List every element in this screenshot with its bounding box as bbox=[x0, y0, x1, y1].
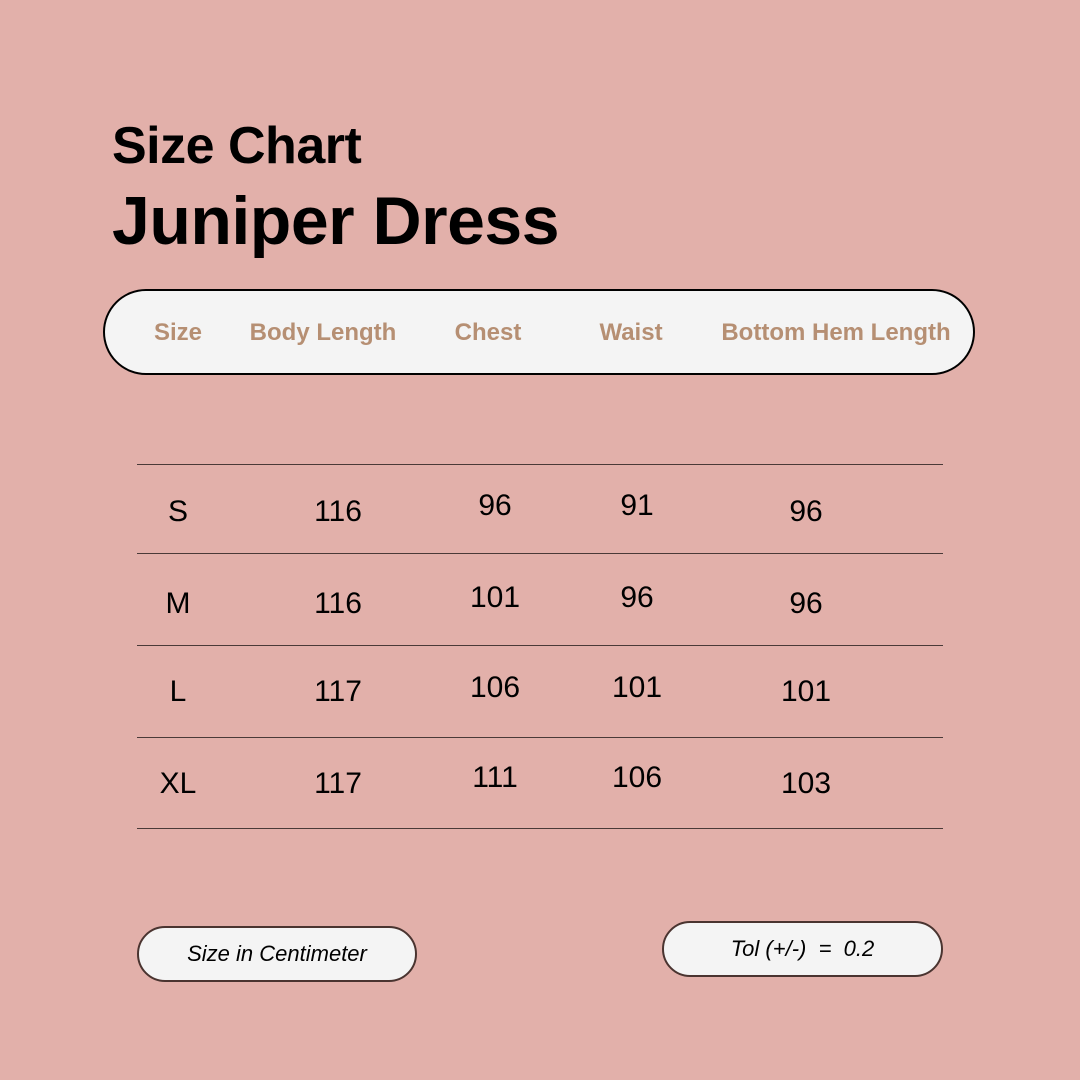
table-cell: 117 bbox=[314, 675, 362, 708]
table-cell: M bbox=[165, 587, 191, 620]
table-cell: 111 bbox=[472, 761, 518, 794]
table-cell: 116 bbox=[314, 495, 362, 528]
column-header: Waist bbox=[599, 319, 663, 346]
table-cell: 116 bbox=[314, 587, 362, 620]
chart-title: Size Chart bbox=[112, 117, 362, 175]
table-cell: S bbox=[167, 495, 189, 528]
row-divider bbox=[137, 464, 943, 465]
column-header: Body Length bbox=[249, 319, 397, 346]
table-cell: 96 bbox=[620, 581, 654, 614]
table-cell: 103 bbox=[780, 767, 832, 800]
table-header bbox=[103, 289, 975, 375]
table-cell: 91 bbox=[620, 489, 654, 522]
table-cell: 106 bbox=[469, 671, 521, 704]
row-divider bbox=[137, 828, 943, 829]
column-header: Bottom Hem Length bbox=[721, 319, 951, 346]
table-cell: 101 bbox=[469, 581, 521, 614]
table-cell: 96 bbox=[789, 587, 823, 620]
row-divider bbox=[137, 645, 943, 646]
table-cell: 101 bbox=[611, 671, 663, 704]
table-cell: 101 bbox=[780, 675, 832, 708]
table-cell: L bbox=[169, 675, 187, 708]
unit-note: Size in Centimeter bbox=[137, 926, 417, 982]
column-header: Chest bbox=[454, 319, 522, 346]
row-divider bbox=[137, 737, 943, 738]
row-divider bbox=[137, 553, 943, 554]
tolerance-note: Tol (+/-) = 0.2 bbox=[662, 921, 943, 977]
product-name: Juniper Dress bbox=[112, 183, 560, 259]
table-cell: 117 bbox=[314, 767, 362, 800]
table-cell: 106 bbox=[611, 761, 663, 794]
column-header: Size bbox=[153, 319, 203, 346]
table-cell: 96 bbox=[478, 489, 512, 522]
table-cell: 96 bbox=[789, 495, 823, 528]
table-cell: XL bbox=[159, 767, 197, 800]
